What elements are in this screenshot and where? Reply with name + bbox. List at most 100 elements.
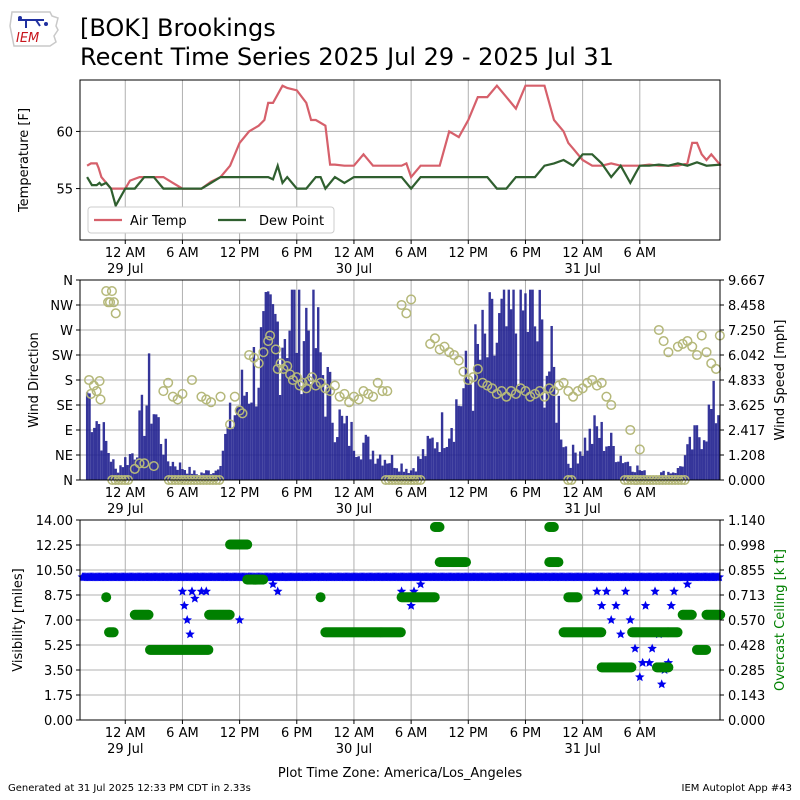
wind-speed-bar <box>269 294 272 480</box>
wind-speed-bar <box>495 342 499 480</box>
wind-speed-bar <box>593 415 596 480</box>
air-temp-line <box>86 83 722 190</box>
wind-direction-marker <box>429 333 440 344</box>
visibility-marker <box>640 600 651 610</box>
y-tick-label: 55 <box>56 183 73 198</box>
wind-speed-bar <box>243 395 246 480</box>
wind-speed-bar <box>97 423 101 480</box>
wind-speed-bar <box>352 450 356 480</box>
x-tick-label: 12 AM <box>562 246 603 261</box>
y-tick-label: W <box>60 324 73 339</box>
wind-speed-bar <box>147 353 151 480</box>
wind-speed-bar <box>105 440 108 480</box>
ceiling-marker <box>626 662 637 673</box>
y2-tick-label: 9.667 <box>728 274 765 289</box>
y-axis-label: Temperature [F] <box>17 108 32 213</box>
wind-direction-marker <box>568 391 579 402</box>
y-tick-label: 14.00 <box>36 514 73 529</box>
y2-tick-label: 0.285 <box>728 664 765 679</box>
wind-speed-bar <box>317 307 320 480</box>
wind-speed-bar <box>124 457 127 480</box>
wind-direction-marker <box>285 369 296 380</box>
ceiling-marker <box>242 539 253 550</box>
x-tick-date-label: 31 Jul <box>564 742 600 757</box>
ceiling-marker <box>701 644 712 655</box>
wind-speed-bar <box>459 406 463 480</box>
wind-speed-bar <box>340 415 344 480</box>
wind-direction-marker <box>453 355 464 366</box>
y-tick-label: 7.00 <box>44 614 73 629</box>
wind-speed-bar <box>707 404 711 480</box>
wind-speed-bar <box>605 446 608 480</box>
wind-speed-bar <box>395 468 399 480</box>
wind-direction-marker <box>372 377 383 388</box>
wind-speed-bar <box>386 463 389 480</box>
wind-speed-bar <box>90 432 94 480</box>
wind-speed-bar <box>614 462 618 480</box>
wind-speed-bar <box>228 402 232 480</box>
wind-speed-bar <box>698 437 701 480</box>
y-tick-label: 8.75 <box>44 589 73 604</box>
ceiling-marker <box>203 644 214 655</box>
wind-direction-marker <box>229 391 240 402</box>
wind-speed-bar <box>519 289 522 480</box>
panel-frame <box>79 519 721 721</box>
y-axis-label: Wind Direction <box>27 332 42 428</box>
visibility-marker <box>606 615 616 624</box>
wind-speed-bar <box>350 421 353 480</box>
wind-direction-marker <box>237 408 248 419</box>
wind-speed-bar <box>526 331 530 480</box>
wind-speed-bar <box>702 440 706 480</box>
chart-title: [BOK] Brookings <box>80 14 276 42</box>
wind-speed-bar <box>119 465 122 480</box>
wind-speed-bar <box>262 311 265 480</box>
wind-speed-bar <box>93 427 96 480</box>
x-tick-label: 6 PM <box>510 726 541 741</box>
wind-speed-bar <box>383 459 387 480</box>
wind-speed-bar <box>448 438 451 480</box>
wind-direction-marker <box>177 388 188 399</box>
wind-speed-bar <box>247 403 251 480</box>
ceiling-marker <box>596 627 607 638</box>
y2-tick-label: 0.855 <box>728 564 765 579</box>
wind-speed-bar <box>502 289 506 480</box>
wind-direction-marker <box>215 391 226 402</box>
wind-speed-bar <box>440 412 444 480</box>
wind-direction-marker <box>687 341 698 352</box>
wind-speed-bar <box>705 441 708 480</box>
wind-speed-bar <box>295 352 298 480</box>
wind-direction-marker <box>472 363 483 374</box>
dew-point-line <box>86 153 721 209</box>
wind-speed-bar <box>152 414 156 480</box>
x-axis-label: Plot Time Zone: America/Los_Angeles <box>278 766 522 781</box>
y2-tick-label: 0.143 <box>728 689 765 704</box>
visibility-marker <box>415 579 426 589</box>
wind-speed-bar <box>112 459 115 480</box>
wind-direction-marker <box>186 374 198 386</box>
wind-speed-bar <box>490 298 494 480</box>
wind-speed-bar <box>331 422 334 480</box>
y2-tick-label: 0.998 <box>728 539 765 554</box>
wind-speed-bar <box>216 469 220 480</box>
y-tick-label: 3.50 <box>44 664 73 679</box>
wind-speed-bar <box>376 458 379 480</box>
y2-tick-label: 1.208 <box>728 449 765 464</box>
visibility-marker <box>682 579 693 589</box>
visibility-marker <box>177 586 188 596</box>
wind-speed-bar <box>436 442 439 480</box>
wind-speed-bar <box>135 457 139 480</box>
x-tick-label: 6 AM <box>395 486 428 501</box>
y2-tick-label: 6.042 <box>728 349 765 364</box>
wind-speed-bar <box>588 428 591 480</box>
wind-direction-marker <box>263 336 274 347</box>
wind-speed-bar <box>176 469 179 480</box>
visibility-marker <box>196 586 207 596</box>
wind-speed-bar <box>336 437 339 480</box>
x-tick-label: 6 PM <box>510 246 541 261</box>
wind-speed-bar <box>567 463 570 480</box>
wind-direction-marker <box>539 391 550 402</box>
x-tick-label: 6 AM <box>395 726 428 741</box>
wind-direction-marker <box>225 419 236 430</box>
wind-speed-bar <box>691 449 694 480</box>
wind-speed-bar <box>174 466 177 480</box>
